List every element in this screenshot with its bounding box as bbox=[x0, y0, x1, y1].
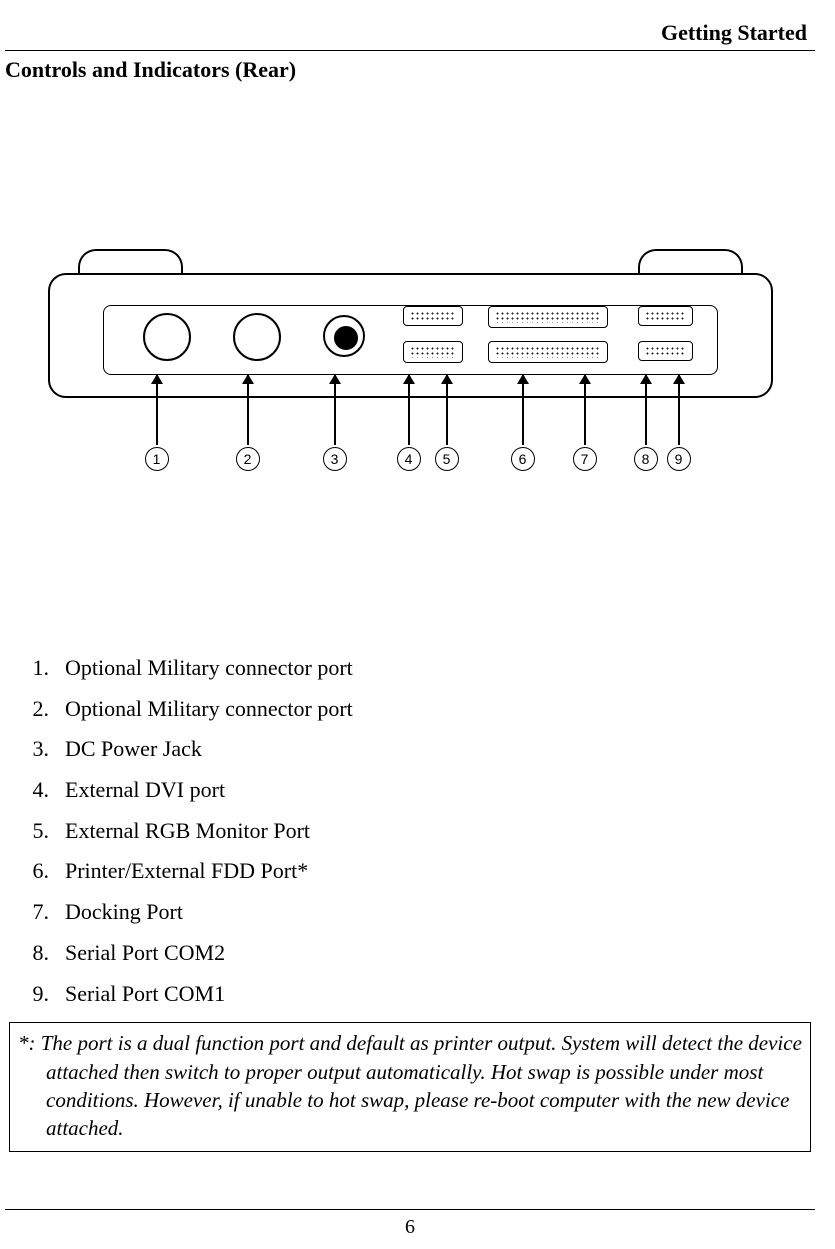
list-item-label: Printer/External FDD Port* bbox=[55, 851, 308, 892]
military-connector-2-icon bbox=[233, 313, 281, 361]
rear-diagram: 123456789 bbox=[48, 263, 773, 493]
dc-power-jack-icon bbox=[323, 315, 365, 357]
list-item-number: 2. bbox=[27, 689, 55, 730]
page-number: 6 bbox=[405, 1216, 415, 1238]
callout-arrow bbox=[446, 375, 448, 445]
list-item: 5.External RGB Monitor Port bbox=[27, 811, 815, 852]
chapter-heading: Getting Started bbox=[5, 20, 815, 46]
list-item-number: 7. bbox=[27, 892, 55, 933]
printer-fdd-port-icon bbox=[488, 306, 608, 328]
callout-arrow bbox=[408, 375, 410, 445]
callout-number: 1 bbox=[145, 447, 169, 471]
list-item: 4.External DVI port bbox=[27, 770, 815, 811]
list-item: 8.Serial Port COM2 bbox=[27, 933, 815, 974]
list-item-number: 5. bbox=[27, 811, 55, 852]
callout-number: 7 bbox=[573, 447, 597, 471]
callout-number: 3 bbox=[323, 447, 347, 471]
list-item-label: External RGB Monitor Port bbox=[55, 811, 310, 852]
header-rule bbox=[5, 50, 815, 51]
list-item-number: 9. bbox=[27, 974, 55, 1015]
list-item-number: 8. bbox=[27, 933, 55, 974]
callout-arrow bbox=[334, 375, 336, 445]
callout-number: 4 bbox=[397, 447, 421, 471]
list-item-number: 4. bbox=[27, 770, 55, 811]
list-item-label: Serial Port COM1 bbox=[55, 974, 225, 1015]
callout-number: 5 bbox=[435, 447, 459, 471]
callout-arrow bbox=[584, 375, 586, 445]
list-item-label: Docking Port bbox=[55, 892, 183, 933]
callout-number: 8 bbox=[634, 447, 658, 471]
list-item: 9.Serial Port COM1 bbox=[27, 974, 815, 1015]
callout-number: 6 bbox=[511, 447, 535, 471]
footnote-text: *: The port is a dual function port and … bbox=[18, 1029, 802, 1142]
military-connector-1-icon bbox=[143, 313, 191, 361]
docking-port-icon bbox=[488, 341, 608, 363]
callout-arrow bbox=[156, 375, 158, 445]
page-footer: 6 bbox=[5, 1209, 815, 1239]
list-item-number: 1. bbox=[27, 648, 55, 689]
footnote-box: *: The port is a dual function port and … bbox=[9, 1022, 811, 1151]
callout-number: 2 bbox=[236, 447, 260, 471]
callout-number: 9 bbox=[667, 447, 691, 471]
list-item-label: External DVI port bbox=[55, 770, 225, 811]
serial-com2-port-icon bbox=[638, 306, 693, 326]
rgb-monitor-port-icon bbox=[403, 306, 463, 326]
list-item: 3.DC Power Jack bbox=[27, 729, 815, 770]
callout-arrow bbox=[247, 375, 249, 445]
serial-com1-port-icon bbox=[638, 341, 693, 361]
section-title: Controls and Indicators (Rear) bbox=[5, 57, 815, 83]
list-item: 2.Optional Military connector port bbox=[27, 689, 815, 730]
legend-list: 1.Optional Military connector port2.Opti… bbox=[5, 648, 815, 1014]
list-item-label: DC Power Jack bbox=[55, 729, 202, 770]
list-item: 7.Docking Port bbox=[27, 892, 815, 933]
callout-arrow bbox=[522, 375, 524, 445]
dvi-port-icon bbox=[403, 341, 463, 363]
list-item-number: 3. bbox=[27, 729, 55, 770]
list-item-label: Optional Military connector port bbox=[55, 689, 353, 730]
list-item-label: Serial Port COM2 bbox=[55, 933, 225, 974]
list-item-label: Optional Military connector port bbox=[55, 648, 353, 689]
list-item: 1.Optional Military connector port bbox=[27, 648, 815, 689]
list-item-number: 6. bbox=[27, 851, 55, 892]
callout-arrow bbox=[645, 375, 647, 445]
list-item: 6.Printer/External FDD Port* bbox=[27, 851, 815, 892]
callout-arrow bbox=[678, 375, 680, 445]
